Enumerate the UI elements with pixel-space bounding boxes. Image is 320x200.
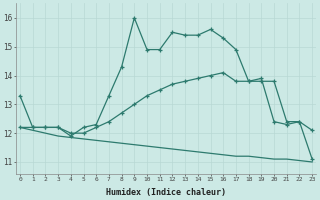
X-axis label: Humidex (Indice chaleur): Humidex (Indice chaleur): [106, 188, 226, 197]
